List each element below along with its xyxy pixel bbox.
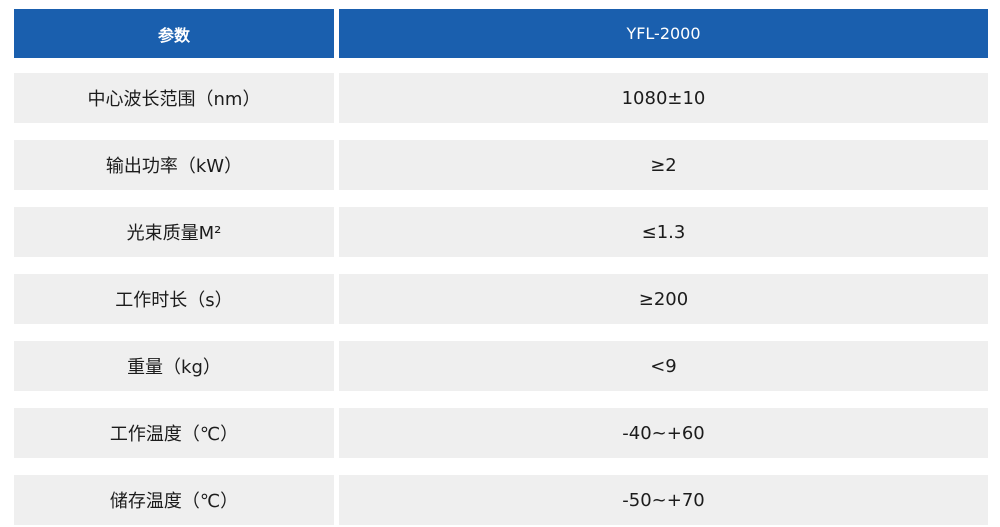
value-cell: ≤1.3	[339, 207, 988, 257]
param-cell: 重量（kg）	[14, 341, 334, 391]
value-cell: -40~+60	[339, 408, 988, 458]
table-row-beam-quality: 光束质量M² ≤1.3	[14, 207, 988, 257]
param-cell: 中心波长范围（nm）	[14, 73, 334, 123]
param-cell: 光束质量M²	[14, 207, 334, 257]
value-cell: ≥2	[339, 140, 988, 190]
table-header-row: 参数 YFL-2000	[14, 9, 988, 58]
table-row-storage-temperature: 储存温度（℃） -50~+70	[14, 475, 988, 525]
value-cell: <9	[339, 341, 988, 391]
table-row-working-temperature: 工作温度（℃） -40~+60	[14, 408, 988, 458]
value-cell: ≥200	[339, 274, 988, 324]
table-row-output-power: 输出功率（kW） ≥2	[14, 140, 988, 190]
header-param-cell: 参数	[14, 9, 334, 58]
table-row-weight: 重量（kg） <9	[14, 341, 988, 391]
value-cell: -50~+70	[339, 475, 988, 525]
spec-table: 参数 YFL-2000 中心波长范围（nm） 1080±10 输出功率（kW） …	[14, 9, 988, 525]
table-row-wavelength: 中心波长范围（nm） 1080±10	[14, 73, 988, 123]
header-model-cell: YFL-2000	[339, 9, 988, 58]
param-cell: 工作温度（℃）	[14, 408, 334, 458]
param-cell: 工作时长（s）	[14, 274, 334, 324]
table-row-working-duration: 工作时长（s） ≥200	[14, 274, 988, 324]
value-cell: 1080±10	[339, 73, 988, 123]
param-cell: 输出功率（kW）	[14, 140, 334, 190]
param-cell: 储存温度（℃）	[14, 475, 334, 525]
